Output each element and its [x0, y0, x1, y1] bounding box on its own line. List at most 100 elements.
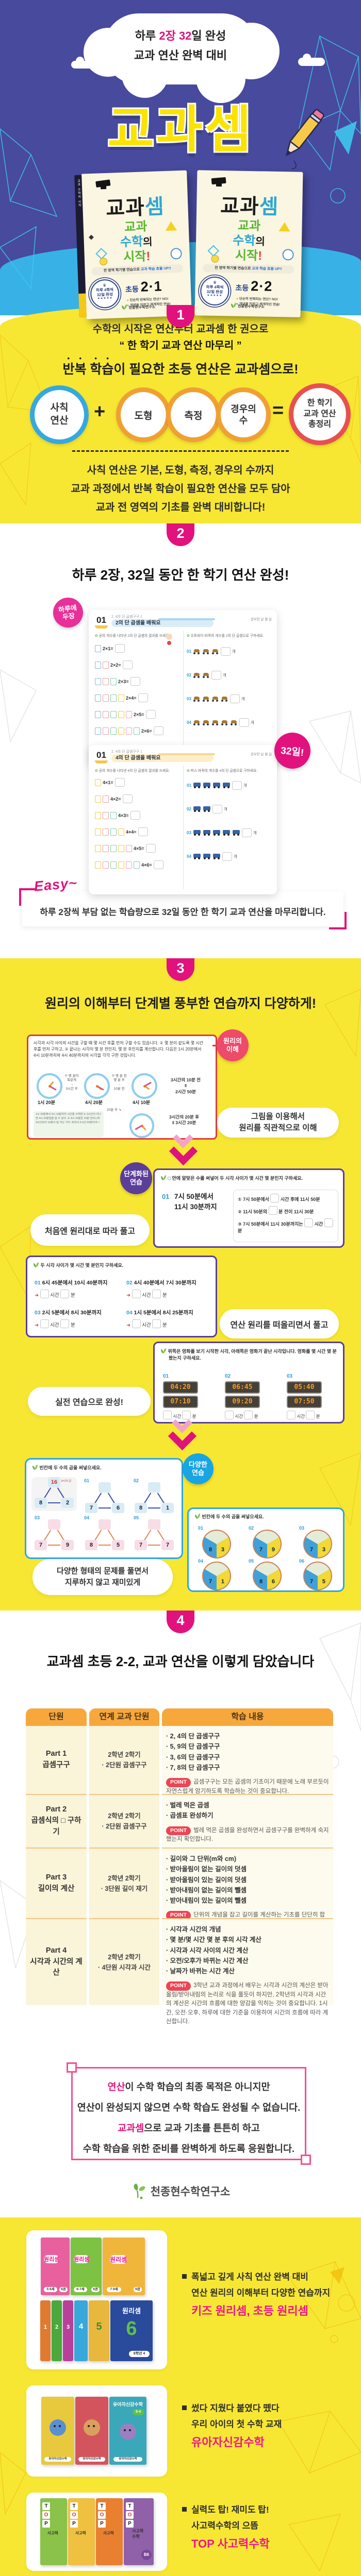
icon-problem-row: 01 개: [187, 647, 236, 656]
stamp-stars: ★★★★★: [207, 294, 223, 298]
desc-text: 담아: [268, 483, 290, 495]
small-cloud-icon: [71, 57, 95, 69]
product-card-confidence: 유아자신감수학 유아자신감수학 유아자신감수학 5·4 유아자신감수학: [26, 2385, 167, 2477]
product3-brand: TOP 사고력수학: [191, 2537, 270, 2550]
letter-p: P: [98, 2520, 106, 2528]
answer-box: [152, 1319, 161, 1328]
book-thumbnail: 3: [63, 2300, 73, 2361]
badge-connector: [212, 1045, 220, 1046]
content-item: · 오전/오후가 바뀌는 시간 계산: [166, 1957, 249, 1964]
easy-callout-box: [19, 888, 347, 929]
counting-box: [95, 861, 101, 869]
bus-icon: [203, 783, 211, 788]
speech-bubble-real: 실전 연습으로 완성!: [28, 1387, 151, 1416]
icon-problem-row: 02 개: [187, 671, 226, 680]
section2-title: 하루 2장, 32일 동안 한 학기 연산 완성!: [72, 567, 289, 583]
pie-number: 1: [221, 1579, 224, 1585]
arrow-note-3: 20분 후 ↘: [107, 1108, 122, 1112]
hippo-character: [50, 2419, 66, 2436]
instruction-text: 빈칸에 두 수의 곱을 써넣으세요.: [39, 1465, 102, 1470]
instruction-text: 버스 바퀴의 개수를 4의 단 곱셈으로 구하세요.: [190, 769, 258, 773]
problem-text: 6시 45분에서 10시 40분까지: [42, 1280, 108, 1286]
counting-box: [126, 710, 132, 718]
answer-box: [132, 1290, 141, 1298]
thumb-number: 1: [43, 2324, 47, 2330]
section2-number-badge: 2: [167, 523, 194, 546]
multiplication-problem: 4×2=: [110, 796, 121, 802]
problem-number: 02: [187, 807, 191, 811]
answer-row: ➜ 시간 분: [35, 1319, 122, 1328]
header-cloud: [84, 13, 280, 84]
bubble-text: 다양한 형태의 문제를 풀면서: [56, 1566, 149, 1575]
content-items: · 2, 4의 단 곱셈구구 · 5, 9의 단 곱셈구구 · 3, 6의 단 …: [166, 1731, 329, 1773]
pie-number: 8: [209, 1547, 212, 1553]
leaf-icon: [34, 1262, 39, 1268]
problem-number: 06: [299, 1558, 305, 1564]
counting-box: [95, 844, 101, 852]
result-text: 3시간의 10분 전: [170, 1077, 201, 1082]
age-chip: 5·4: [133, 2409, 144, 2415]
counting-box: [126, 727, 132, 735]
closing-highlight: 교과셈: [118, 2123, 144, 2133]
triangle-number: 7: [161, 1540, 174, 1550]
circle-label: 교과 연산: [303, 409, 336, 418]
content-items: · 시각과 시간의 개념 · 몇 분/몇 시간 몇 분 후의 시각 계산 · 시…: [166, 1924, 329, 1976]
triangle-answer: 16: [48, 1477, 60, 1487]
product-card-wonrisem: 원리셈 5·6세 6권 원리셈 6·7세 6권 원리셈 7·8세 6권 1 2 …: [26, 2230, 167, 2369]
counter-unit: 개: [243, 783, 247, 788]
thumb-number: 3: [66, 2324, 70, 2330]
thumb-sub: 사고력: [75, 2531, 86, 2535]
cover-tagline-text: 전 영역 학기별 연습으로: [215, 266, 252, 271]
book-thumbnail: 1: [40, 2300, 51, 2361]
triangle-number: 7: [85, 1503, 97, 1513]
product2-brand: 유아자신감수학: [191, 2436, 265, 2449]
book-thumbnail: 유아자신감수학: [41, 2397, 74, 2465]
scooter-icon: [202, 649, 210, 654]
desc-bold: 완벽: [192, 502, 212, 513]
right-instruction: ✿ 버스 바퀴의 개수를 4의 단 곱셈으로 구하세요.: [187, 769, 258, 773]
down-chevron-arrow: [168, 1413, 197, 1451]
level-badge: 초등 2·1: [125, 278, 162, 295]
answer-box: [138, 827, 148, 836]
circle-cases: 경우의 수: [216, 387, 271, 442]
unit-hour: 시간: [142, 1323, 151, 1328]
step-line-1: ① 7시 50분에서 시간 후에 11시 50분: [238, 1194, 338, 1202]
triangle-number: 1: [161, 1503, 174, 1513]
leaf-icon: [161, 1175, 167, 1181]
content-item: · 길이와 그 단위(m와 cm): [166, 1855, 237, 1862]
cover-chip: 유아자신감수학: [113, 2457, 142, 2462]
section1-title-text: 이 필요한 초등 연산은: [113, 362, 235, 377]
answer-box: [225, 1411, 234, 1419]
icon-problem-row: 03 개: [187, 694, 245, 703]
circle-label: 총정리: [308, 420, 332, 429]
answer-box: [220, 647, 231, 656]
icon-problem-row: 04 개: [187, 852, 237, 861]
triangle-number: 7: [35, 1540, 47, 1550]
arrow-text: ① 몇 분이: [64, 1074, 79, 1078]
step-text: ③ 7시 50분에서 11시 30분까지는: [238, 1222, 303, 1227]
problem-number: 05: [249, 1558, 254, 1564]
book-thumbnail: 원리셈 5·6세 6권: [41, 2238, 70, 2295]
content-items: · 길이와 그 단위(m와 cm) · 받아올림이 없는 길이의 덧셈 · 받아…: [166, 1854, 329, 1906]
unit-minute: 분: [316, 1414, 320, 1419]
thumb-title: 원리셈: [44, 2255, 60, 2263]
triangle-answer-empty: [148, 1519, 160, 1530]
step-text: ① 7시 50분에서: [238, 1197, 269, 1202]
result-text: 2시간 50분: [175, 1089, 196, 1094]
thumb-sub: 사고력 수학: [132, 2528, 143, 2539]
counting-box: [118, 844, 124, 852]
answer-box: [152, 1290, 161, 1298]
answer-box: [287, 1411, 296, 1419]
answer-box: [212, 805, 222, 814]
book-thumbnail: 유아자신감수학: [75, 2397, 108, 2465]
level-label: 초등: [125, 284, 139, 294]
cell-content: · 길이와 그 단위(m와 cm) · 받아올림이 없는 길이의 덧셈 · 받아…: [162, 1848, 333, 1927]
unit-minute: 분: [162, 1293, 167, 1298]
pie-number: 7: [310, 1547, 314, 1553]
book-thumbnail: 원리셈 7·8세 6권: [103, 2238, 145, 2295]
linked-grade: 2학년 2학기: [108, 1874, 141, 1882]
